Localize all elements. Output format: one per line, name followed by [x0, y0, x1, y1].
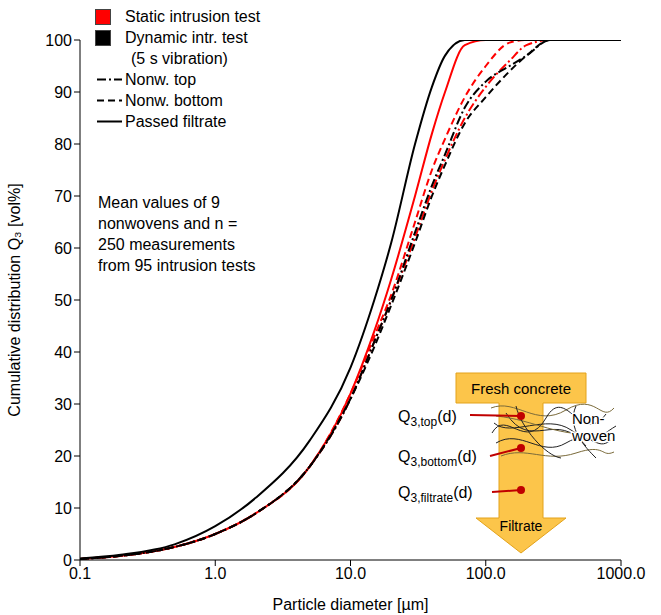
html-text:Nonw. top: Nonw. top	[125, 71, 197, 88]
svg-text:1.0: 1.0	[204, 565, 226, 582]
svg-text:40: 40	[54, 344, 72, 361]
svg-text:10: 10	[54, 500, 72, 517]
svg-text:Fresh concrete: Fresh concrete	[471, 380, 571, 397]
svg-text:0.1: 0.1	[69, 565, 91, 582]
svg-text:50: 50	[54, 292, 72, 309]
svg-text:90: 90	[54, 84, 72, 101]
svg-text:100: 100	[45, 32, 72, 49]
html-text:Nonw. bottom: Nonw. bottom	[125, 92, 223, 109]
svg-text:100.0: 100.0	[466, 565, 506, 582]
svg-text:80: 80	[54, 136, 72, 153]
svg-text:70: 70	[54, 188, 72, 205]
svg-text:Filtrate: Filtrate	[500, 518, 543, 534]
svg-text:0: 0	[63, 552, 72, 569]
svg-text:10.0: 10.0	[335, 565, 366, 582]
html-text:Dynamic intr. test: Dynamic intr. test	[125, 29, 248, 46]
svg-text:60: 60	[54, 240, 72, 257]
svg-text:1000.0: 1000.0	[597, 565, 646, 582]
html-text:(5 s vibration): (5 s vibration)	[131, 50, 228, 67]
html-text:Passed filtrate: Passed filtrate	[125, 113, 227, 130]
svg-text:Q3,top(d): Q3,top(d)	[398, 408, 457, 429]
svg-text:Particle diameter [µm]: Particle diameter [µm]	[273, 596, 429, 613]
html-text:Mean values of 9 nonwovens and: Mean values of 9 nonwovens and n = 250 m…	[98, 194, 256, 274]
svg-text:Q3,bottom(d): Q3,bottom(d)	[398, 448, 477, 469]
svg-text:Q3,filtrate(d): Q3,filtrate(d)	[398, 484, 473, 505]
svg-text:20: 20	[54, 448, 72, 465]
svg-text:30: 30	[54, 396, 72, 413]
svg-text:Cumulative distribution Q₃ [vo: Cumulative distribution Q₃ [vol%]	[6, 183, 23, 416]
html-text:Static intrusion test: Static intrusion test	[125, 8, 261, 25]
svg-text:woven: woven	[571, 427, 615, 444]
svg-text:Non-: Non-	[572, 410, 605, 427]
